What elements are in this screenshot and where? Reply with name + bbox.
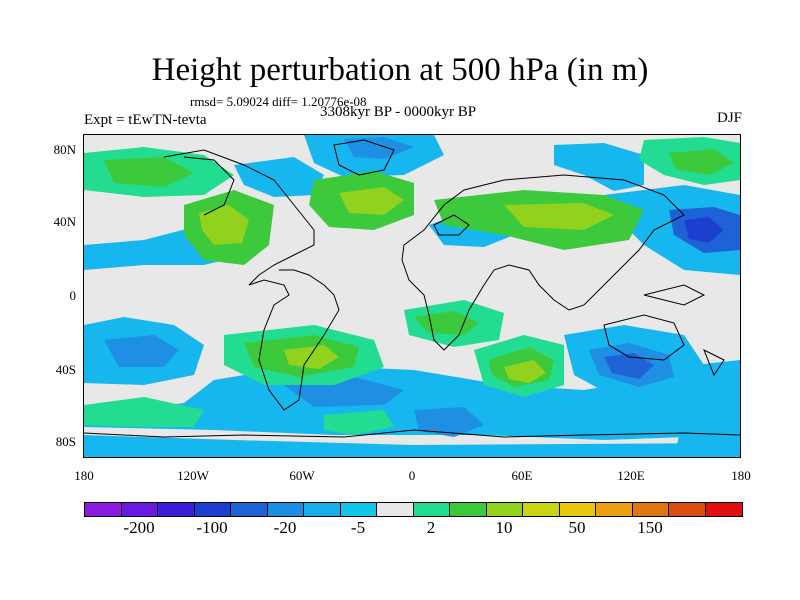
lat-tick-80n: 80N xyxy=(53,142,76,157)
colorbar-box xyxy=(194,503,231,516)
colorbar-label: 2 xyxy=(426,518,436,537)
lon-tick-60e: 60E xyxy=(511,468,533,483)
colorbar-box xyxy=(450,503,487,516)
lat-tick-40n: 40N xyxy=(53,214,76,229)
colorbar-box xyxy=(413,503,450,516)
lon-tick-120w: 120W xyxy=(177,468,209,483)
lon-tick-60w: 60W xyxy=(289,468,315,483)
lat-tick-0: 0 xyxy=(69,288,77,303)
season-label: DJF xyxy=(716,110,742,126)
colorbar-box xyxy=(523,503,560,516)
colorbar-box xyxy=(340,503,377,516)
lon-tick-180e: 180 xyxy=(731,468,751,483)
colorbar-label: 150 xyxy=(637,518,663,537)
colorbar-label: -100 xyxy=(196,518,228,537)
lon-tick-0: 0 xyxy=(408,468,416,483)
plot-title: Height perturbation at 500 hPa (in m) xyxy=(151,52,649,88)
experiment-label: Expt = tEwTN-tevta xyxy=(84,112,207,128)
lon-tick-180w: 180 xyxy=(74,468,94,483)
colorbar-box xyxy=(705,503,742,516)
colorbar-box xyxy=(304,503,341,516)
colorbar-box xyxy=(377,503,414,516)
colorbar-box xyxy=(267,503,304,516)
colorbar-box xyxy=(158,503,195,516)
stats-text: rmsd= 5.09024 diff= 1.20776e-08 xyxy=(190,94,367,109)
colorbar-label: -20 xyxy=(273,518,297,537)
coastlines xyxy=(84,139,740,438)
colorbar-box xyxy=(559,503,596,516)
colorbar xyxy=(84,502,743,517)
colorbar-label: -200 xyxy=(123,518,155,537)
lat-tick-80s: 80S xyxy=(55,434,76,449)
colorbar-box xyxy=(669,503,706,516)
colorbar-label: 50 xyxy=(568,518,586,537)
contour-map xyxy=(84,135,740,457)
lat-tick-40s: 40S xyxy=(55,362,76,377)
colorbar-box xyxy=(632,503,669,516)
colorbar-box xyxy=(596,503,633,516)
colorbar-box xyxy=(486,503,523,516)
positive-anomaly-fields xyxy=(84,137,740,435)
colorbar-label: 10 xyxy=(495,518,513,537)
colorbar-label: -5 xyxy=(350,518,366,537)
colorbar-box xyxy=(231,503,268,516)
period-label: 3308kyr BP - 0000kyr BP xyxy=(320,104,477,120)
map-panel xyxy=(83,134,741,458)
colorbar-box xyxy=(85,503,122,516)
colorbar-box xyxy=(121,503,158,516)
lon-tick-120e: 120E xyxy=(617,468,645,483)
